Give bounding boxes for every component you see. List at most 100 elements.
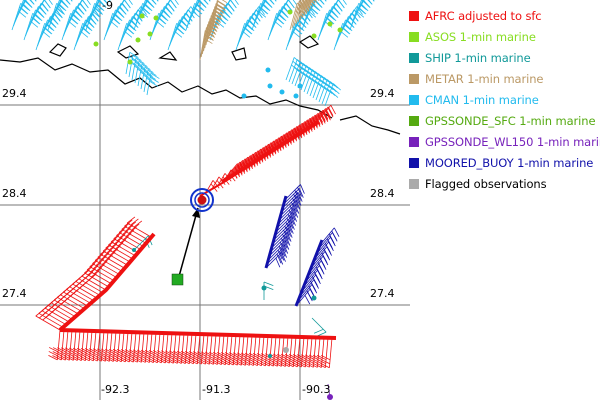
wind-barb-stroke [316, 358, 326, 365]
wind-barb-stroke [163, 9, 171, 18]
wind-barb-stroke [309, 0, 315, 4]
wind-barb-stroke [124, 225, 149, 241]
wind-barb-stroke [133, 235, 149, 251]
wind-barb-stroke [363, 0, 371, 8]
wind-barb-stroke [212, 355, 222, 362]
wind-barb-stroke [63, 291, 88, 307]
wind-barb-stroke [292, 203, 298, 213]
wind-barb-stroke [164, 358, 174, 364]
wind-barb-stroke [170, 0, 177, 9]
wind-barb-stroke [288, 209, 294, 220]
wind-barb-stroke [306, 74, 315, 82]
wind-barb-stroke [276, 253, 282, 264]
wind-barb-stroke [124, 331, 129, 362]
wind-barb-stroke [285, 231, 290, 241]
wind-barb-stroke [268, 336, 273, 367]
wind-barb-stroke [84, 272, 109, 288]
wind-barb-stroke [280, 200, 297, 217]
lat-label-left: 29.4 [2, 87, 27, 100]
wind-barb-stroke [104, 331, 109, 362]
wind-barb-stroke [149, 80, 159, 87]
wind-barb-stroke [202, 24, 209, 55]
legend-item: Flagged observations [409, 173, 599, 194]
wind-barb-stroke [288, 362, 298, 368]
wind-barb-stroke [336, 2, 343, 12]
wind-barb-stroke [281, 196, 298, 213]
wind-barb-stroke [56, 329, 61, 360]
center-ring-outer [190, 188, 214, 212]
wind-barb-stroke [60, 294, 85, 310]
wind-barb-stroke [260, 361, 270, 367]
wind-barb-stroke [136, 357, 146, 363]
wind-barb-stroke [126, 216, 136, 224]
wind-barb-stroke [287, 223, 292, 233]
wind-barb-stroke [132, 332, 137, 363]
wind-barb-stroke [228, 352, 239, 358]
axis-labels: 29.4 28.4 27.4 29.4 28.4 27.4 -92.3 -91.… [1, 0, 400, 396]
wind-barb-stroke [54, 12, 61, 22]
wind-barb-stroke [160, 13, 169, 22]
legend-swatch [409, 32, 419, 43]
wind-barb-stroke [310, 72, 319, 81]
wind-barb-stroke [289, 2, 298, 31]
wind-barb-stroke [158, 17, 167, 25]
wind-barb-stroke [160, 358, 170, 364]
wind-barb-stroke [305, 65, 314, 73]
wind-barb-stroke [288, 354, 299, 360]
wind-barb-stroke [92, 263, 117, 278]
wind-barb-stroke [294, 189, 300, 200]
wind-barb-stroke [44, 307, 70, 323]
wind-barb-stroke [165, 6, 173, 15]
wind-barb-stroke [172, 358, 182, 364]
wind-barb-stroke [224, 334, 229, 365]
wind-barb-stroke [148, 349, 159, 356]
flight-track-line [59, 328, 337, 340]
wind-barb-stroke [252, 352, 263, 359]
wind-barb-stroke [306, 0, 312, 4]
wind-barb-stroke [56, 7, 65, 15]
wind-barb-stroke [319, 78, 328, 87]
wind-barb-stroke [137, 64, 143, 87]
wind-barb-stroke [93, 0, 101, 11]
wind-barb-stroke [112, 331, 117, 362]
wind-barb-stroke [156, 0, 159, 2]
wind-barb-stroke [260, 335, 265, 366]
wind-barb-stroke [96, 3, 105, 12]
legend-item: AFRC adjusted to sfc [409, 6, 599, 27]
wind-barb-stroke [295, 62, 304, 71]
wind-barb-stroke [68, 351, 78, 357]
wind-barb-stroke [208, 355, 218, 361]
wind-barb-stroke [259, 0, 267, 11]
wind-barb-stroke [39, 6, 47, 15]
wind-barb-stroke [61, 0, 69, 8]
wind-barb-stroke [25, 0, 33, 8]
wind-barb-stroke [55, 0, 63, 11]
wind-barb-stroke [240, 356, 250, 362]
wind-barb-stroke [70, 0, 73, 2]
wind-barb-stroke [216, 351, 227, 358]
wind-barb-stroke [96, 356, 106, 362]
wind-barb-stroke [135, 57, 145, 64]
wind-barb-stroke [140, 67, 150, 74]
wind-barb-stroke [60, 347, 71, 353]
wind-barb-stroke [232, 352, 243, 358]
wind-barb-stroke [104, 348, 115, 354]
wind-barb-stroke [196, 334, 201, 364]
wind-barb-stroke [143, 70, 153, 77]
wind-barb-stroke [329, 81, 338, 89]
wind-barb-stroke [208, 0, 211, 2]
wind-barb-stroke [119, 6, 127, 15]
wind-barb-stroke [331, 9, 339, 18]
wind-barb-stroke [80, 355, 90, 362]
wind-barb-stroke [324, 337, 329, 368]
wind-barb-stroke [108, 356, 118, 362]
wind-barb-stroke [240, 335, 245, 366]
wind-barb-stroke [128, 55, 134, 78]
wind-barb-stroke [100, 348, 111, 354]
wind-barb-stroke [56, 355, 66, 361]
wind-barb-stroke [66, 0, 71, 5]
wind-barb-stroke [296, 362, 306, 368]
wind-barb-stroke [288, 59, 298, 83]
asos-station [327, 21, 333, 27]
wind-barb-stroke [310, 7, 319, 15]
